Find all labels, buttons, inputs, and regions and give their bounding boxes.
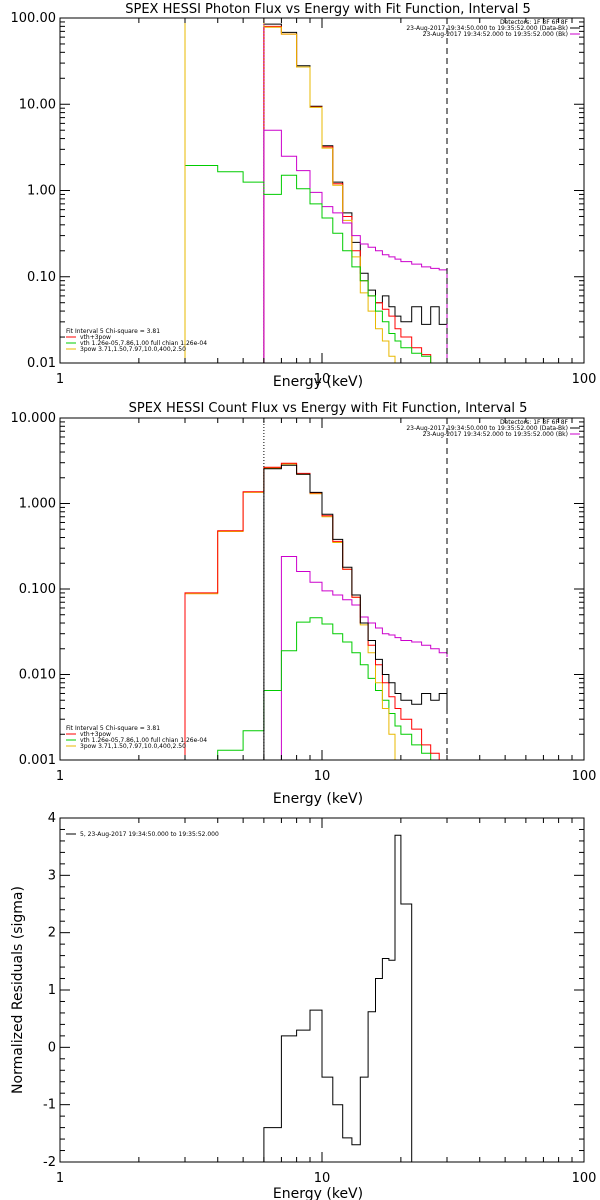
y-tick-label: 4 [48, 811, 56, 826]
plot-frame [59, 817, 585, 1163]
legend-left-entry: vth+3pow [80, 334, 111, 341]
series-green-line [184, 165, 432, 363]
legend-left-entry: vth+3pow [80, 731, 111, 738]
y-tick-label: 100.00 [11, 11, 57, 26]
legend-right-entry: Detectors: 1F 3F 6F 8F [500, 19, 569, 26]
legend-left-entry: vth 1.26e-05,7.86,1.00 full chian 1.26e-… [80, 340, 207, 347]
y-axis-label: Normalized Residuals (sigma) [10, 886, 26, 1094]
x-tick-label: 100 [572, 769, 597, 784]
y-tick-label: 0.01 [27, 356, 56, 371]
legend-right-entry: Detectors: 1F 3F 6F 8F [500, 419, 569, 426]
x-tick-label: 1 [56, 372, 64, 387]
legend-left-entry: 5, 23-Aug-2017 19:34:50.000 to 19:35:52.… [80, 831, 219, 838]
x-axis-label: Energy (keV) [273, 791, 363, 807]
y-tick-label: 0.001 [19, 753, 56, 768]
y-tick-label: -1 [43, 1098, 56, 1113]
series-red-line [263, 25, 432, 363]
y-tick-label: 1.00 [27, 184, 56, 199]
legend-left-entry: 3pow 3.71,1.50,7.97,10.0,400,2.50 [80, 346, 186, 353]
series-group [184, 17, 448, 363]
x-tick-label: 100 [572, 1171, 597, 1186]
legend-left-entry: Fit Interval 5 Chi-square = 3.81 [66, 328, 160, 335]
y-tick-label: 10.000 [11, 411, 57, 426]
legend-right-entry: 23-Aug-2017 19:34:52.000 to 19:35:52.000… [423, 31, 568, 38]
series-orange-line [184, 17, 396, 363]
series-magenta-line [263, 129, 448, 363]
legend-left-entry: 3pow 3.71,1.50,7.97,10.0,400,2.50 [80, 743, 186, 750]
y-tick-label: 2 [48, 926, 56, 941]
x-axis-label: Energy (keV) [273, 1186, 363, 1200]
y-tick-label: 1 [48, 983, 56, 998]
x-tick-label: 1 [56, 1171, 64, 1186]
y-tick-label: 10.00 [19, 97, 56, 112]
legend-left-entry: Fit Interval 5 Chi-square = 3.81 [66, 725, 160, 732]
panel-title: SPEX HESSI Photon Flux vs Energy with Fi… [125, 2, 531, 17]
x-tick-label: 1 [56, 769, 64, 784]
plot-frame [59, 17, 585, 364]
y-tick-label: 0.10 [27, 270, 56, 285]
residuals-panel: Normalized Residuals (sigma) Energy (keV… [10, 811, 596, 1200]
panel-title: SPEX HESSI Count Flux vs Energy with Fit… [129, 401, 528, 416]
x-tick-label: 10 [314, 1171, 331, 1186]
y-tick-label: 0 [48, 1040, 56, 1055]
legend-left-entry: vth 1.26e-05,7.86,1.00 full chian 1.26e-… [80, 737, 207, 744]
y-tick-label: 3 [48, 868, 56, 883]
x-tick-label: 10 [314, 769, 331, 784]
legend-right-entry: 23-Aug-2017 19:34:50.000 to 19:35:52.000… [406, 25, 568, 32]
series-orange-line [184, 463, 401, 761]
x-tick-label: 100 [572, 372, 597, 387]
series-black-line [263, 23, 448, 363]
y-tick-label: -2 [43, 1155, 56, 1170]
series-group [263, 834, 413, 1162]
legend-right-entry: 23-Aug-2017 19:34:52.000 to 19:35:52.000… [423, 431, 568, 438]
y-tick-label: 0.100 [19, 582, 56, 597]
series-black-line [263, 464, 448, 760]
y-tick-label: 0.010 [19, 668, 56, 683]
x-axis-label: Energy (keV) [273, 374, 363, 390]
y-tick-label: 1.000 [19, 497, 56, 512]
series-red-line [184, 462, 440, 760]
series-black-line [263, 834, 413, 1162]
series-magenta-line [263, 556, 448, 761]
legend-right-entry: 23-Aug-2017 19:34:50.000 to 19:35:52.000… [406, 425, 568, 432]
count-flux-panel: SPEX HESSI Count Flux vs Energy with Fit… [11, 401, 597, 807]
x-tick-label: 10 [314, 372, 331, 387]
photon-flux-panel: SPEX HESSI Photon Flux vs Energy with Fi… [11, 2, 597, 390]
series-green-line [185, 617, 432, 761]
series-group [184, 462, 448, 761]
